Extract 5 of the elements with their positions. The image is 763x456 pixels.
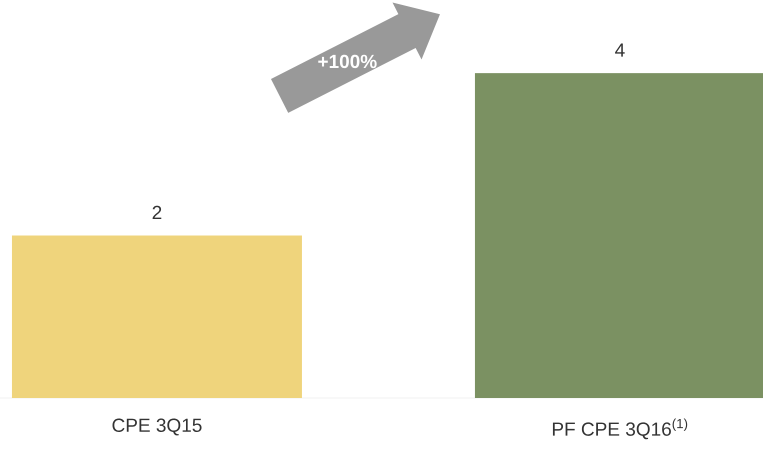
x-tick-label: PF CPE 3Q16$^{(1)}$ — [552, 418, 688, 440]
x-tick-label: CPE 3Q15 — [112, 418, 202, 436]
text: +100% — [318, 54, 377, 68]
data-label: 2 — [152, 206, 162, 220]
data-label: 4 — [615, 43, 625, 57]
